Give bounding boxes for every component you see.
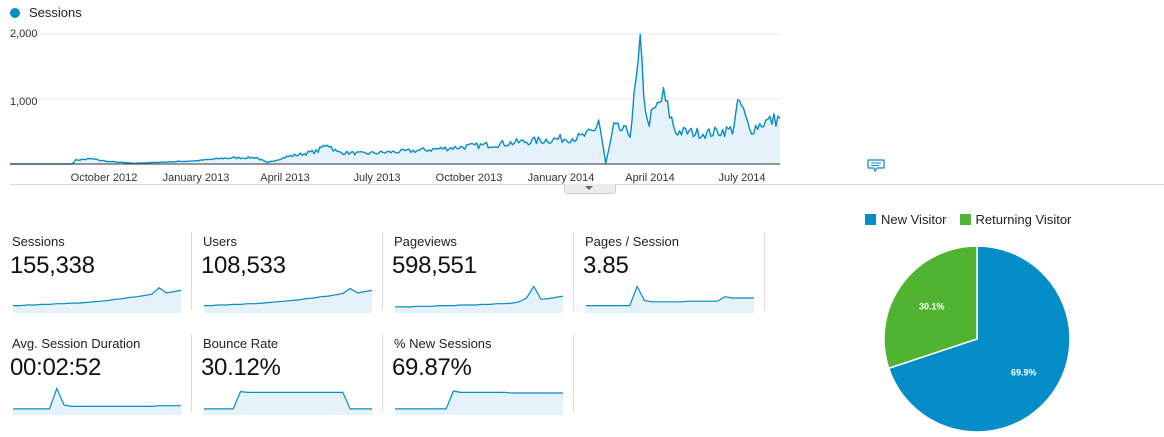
x-tick-label: January 2014: [527, 172, 595, 184]
visitor-type-pie-chart[interactable]: 69.9% 30.1%: [882, 244, 1072, 434]
metric-separator: [191, 232, 192, 310]
metric-label: Users: [203, 234, 237, 249]
sparkline-fill: [13, 287, 181, 313]
metric-separator: [764, 232, 765, 310]
x-tick-label: July 2013: [353, 172, 401, 184]
sparkline-line: [204, 391, 372, 410]
metric-value: 108,533: [201, 252, 286, 279]
x-tick-label: October 2012: [70, 172, 138, 184]
metric-sessions[interactable]: Sessions 155,338: [10, 232, 190, 313]
metric-bounce-rate[interactable]: Bounce Rate 30.12%: [201, 334, 381, 415]
sparkline-fill: [586, 286, 754, 313]
metric-separator: [573, 232, 574, 310]
metric-value: 155,338: [10, 252, 95, 279]
sparkline: [204, 287, 373, 313]
legend-swatch: [865, 214, 876, 225]
metric-value: 69.87%: [392, 354, 472, 381]
legend-item-returning-visitor[interactable]: Returning Visitor: [959, 212, 1072, 227]
sparkline: [395, 285, 564, 313]
pie-legend: New Visitor Returning Visitor: [865, 212, 1084, 227]
legend-item-new-visitor[interactable]: New Visitor: [865, 212, 947, 227]
legend-dot: [10, 7, 20, 18]
metric-pageviews[interactable]: Pageviews 598,551: [392, 232, 572, 313]
sparkline-fill: [395, 391, 563, 415]
sparkline-line: [395, 285, 564, 308]
chevron-down-icon: [585, 186, 593, 190]
sparkline-fill: [204, 391, 372, 415]
sparkline-line: [586, 285, 754, 307]
metric-value: 3.85: [583, 252, 629, 279]
x-tick-label: April 2013: [260, 172, 310, 184]
x-tick-label: July 2014: [718, 172, 766, 184]
sparkline: [13, 287, 182, 313]
pie-slice-label: 30.1%: [919, 301, 945, 311]
sparkline-fill: [204, 288, 372, 313]
metric-label: Sessions: [12, 234, 65, 249]
sparkline-line: [204, 287, 373, 307]
sparkline-line: [13, 386, 181, 410]
metric-value: 598,551: [392, 252, 477, 279]
annotations-icon[interactable]: [867, 159, 885, 172]
metric-value: 00:02:52: [10, 354, 102, 381]
metric-label: Bounce Rate: [203, 336, 279, 351]
x-tick-label: October 2013: [435, 172, 503, 184]
legend-label: New Visitor: [881, 212, 947, 227]
sparkline: [586, 285, 754, 313]
sparkline-line: [13, 287, 182, 307]
metric-separator: [382, 232, 383, 310]
pie-slice-label: 69.9%: [1011, 368, 1037, 378]
sparkline: [13, 386, 181, 415]
metric-label: Pageviews: [394, 234, 457, 249]
sparkline: [395, 390, 563, 415]
metric-label: Avg. Session Duration: [12, 336, 141, 351]
metric-label: % New Sessions: [394, 336, 492, 351]
legend-swatch: [959, 214, 971, 225]
sessions-chart[interactable]: [0, 0, 790, 200]
x-tick-label: April 2014: [625, 172, 675, 184]
y-tick-label: 1,000: [10, 96, 38, 108]
metric-separator: [573, 334, 574, 412]
pie-slice-new-visitor: [887, 245, 1071, 433]
sparkline-fill: [395, 286, 563, 313]
legend-label: Returning Visitor: [975, 212, 1072, 227]
sessions-area-fill: [10, 34, 780, 165]
collapse-chart-toggle[interactable]: [564, 184, 616, 194]
x-tick-label: January 2013: [162, 172, 230, 184]
metric-pages-per-session[interactable]: Pages / Session 3.85: [583, 232, 763, 313]
metric-separator: [382, 334, 383, 412]
chart-legend[interactable]: Sessions: [10, 5, 82, 20]
metric-label: Pages / Session: [585, 234, 679, 249]
metric-value: 30.12%: [201, 354, 281, 381]
sessions-series-line: [10, 33, 781, 165]
legend-label-sessions: Sessions: [29, 5, 82, 20]
metric-avg-session-duration[interactable]: Avg. Session Duration 00:02:52: [10, 334, 190, 415]
metric-separator: [191, 334, 192, 412]
sparkline-fill: [13, 388, 181, 415]
sparkline: [204, 391, 372, 415]
y-tick-label: 2,000: [10, 28, 38, 40]
metric-new-sessions[interactable]: % New Sessions 69.87%: [392, 334, 572, 415]
pie-slice-returning-visitor: [883, 245, 978, 370]
sparkline-line: [395, 390, 563, 410]
metric-users[interactable]: Users 108,533: [201, 232, 381, 313]
